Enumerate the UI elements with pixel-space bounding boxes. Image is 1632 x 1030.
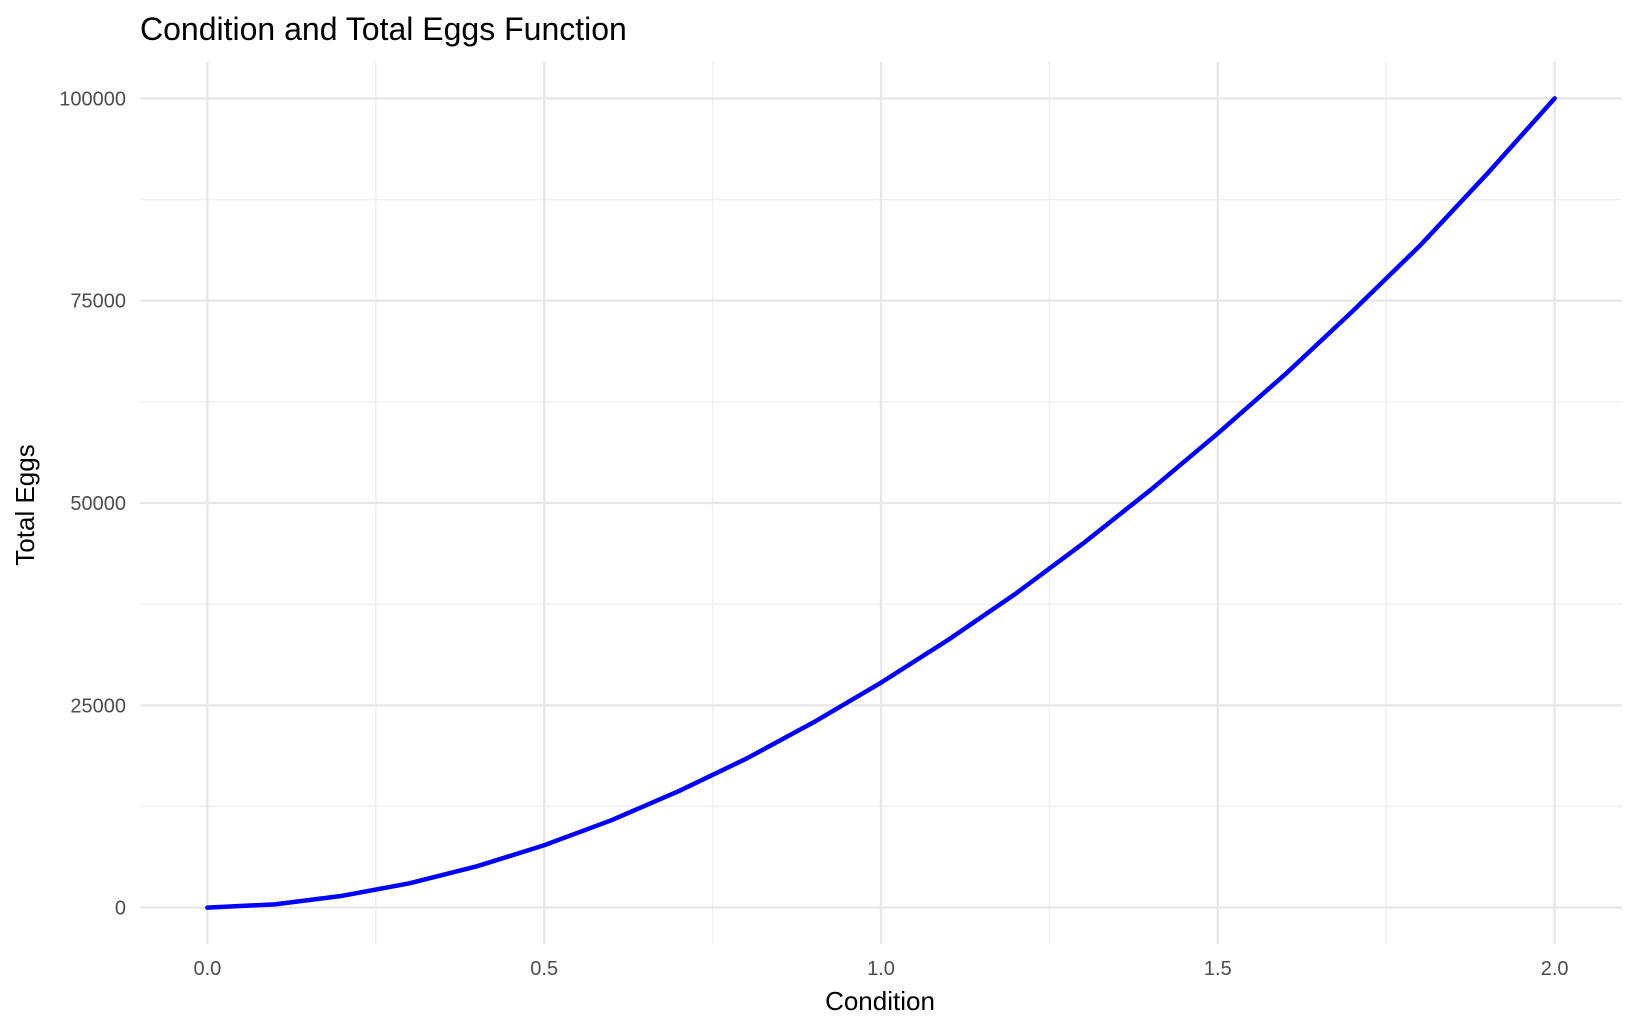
y-tick-label-4: 100000	[59, 88, 126, 110]
y-axis-title: Total Eggs	[10, 444, 40, 565]
y-tick-label-2: 50000	[70, 493, 126, 515]
series-line-0	[205, 96, 1557, 910]
series-layer	[205, 96, 1557, 910]
y-tick-label-3: 75000	[70, 291, 126, 313]
x-tick-label-2: 1.0	[867, 958, 895, 980]
x-tick-label-0: 0.0	[193, 958, 221, 980]
x-tick-label-4: 2.0	[1541, 958, 1569, 980]
y-tick-label-1: 25000	[70, 695, 126, 717]
chart-title: Condition and Total Eggs Function	[140, 11, 627, 47]
y-axis-ticks: 0 25000 50000 75000 100000	[59, 88, 126, 919]
x-axis-title: Condition	[825, 986, 935, 1016]
x-tick-label-3: 1.5	[1204, 958, 1232, 980]
y-tick-label-0: 0	[115, 898, 126, 920]
x-tick-label-1: 0.5	[530, 958, 558, 980]
x-axis-ticks: 0.0 0.5 1.0 1.5 2.0	[193, 958, 1568, 980]
major-gridlines	[140, 62, 1622, 944]
